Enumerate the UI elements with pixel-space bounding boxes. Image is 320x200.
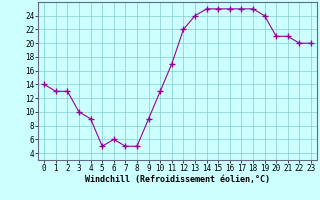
X-axis label: Windchill (Refroidissement éolien,°C): Windchill (Refroidissement éolien,°C) xyxy=(85,175,270,184)
